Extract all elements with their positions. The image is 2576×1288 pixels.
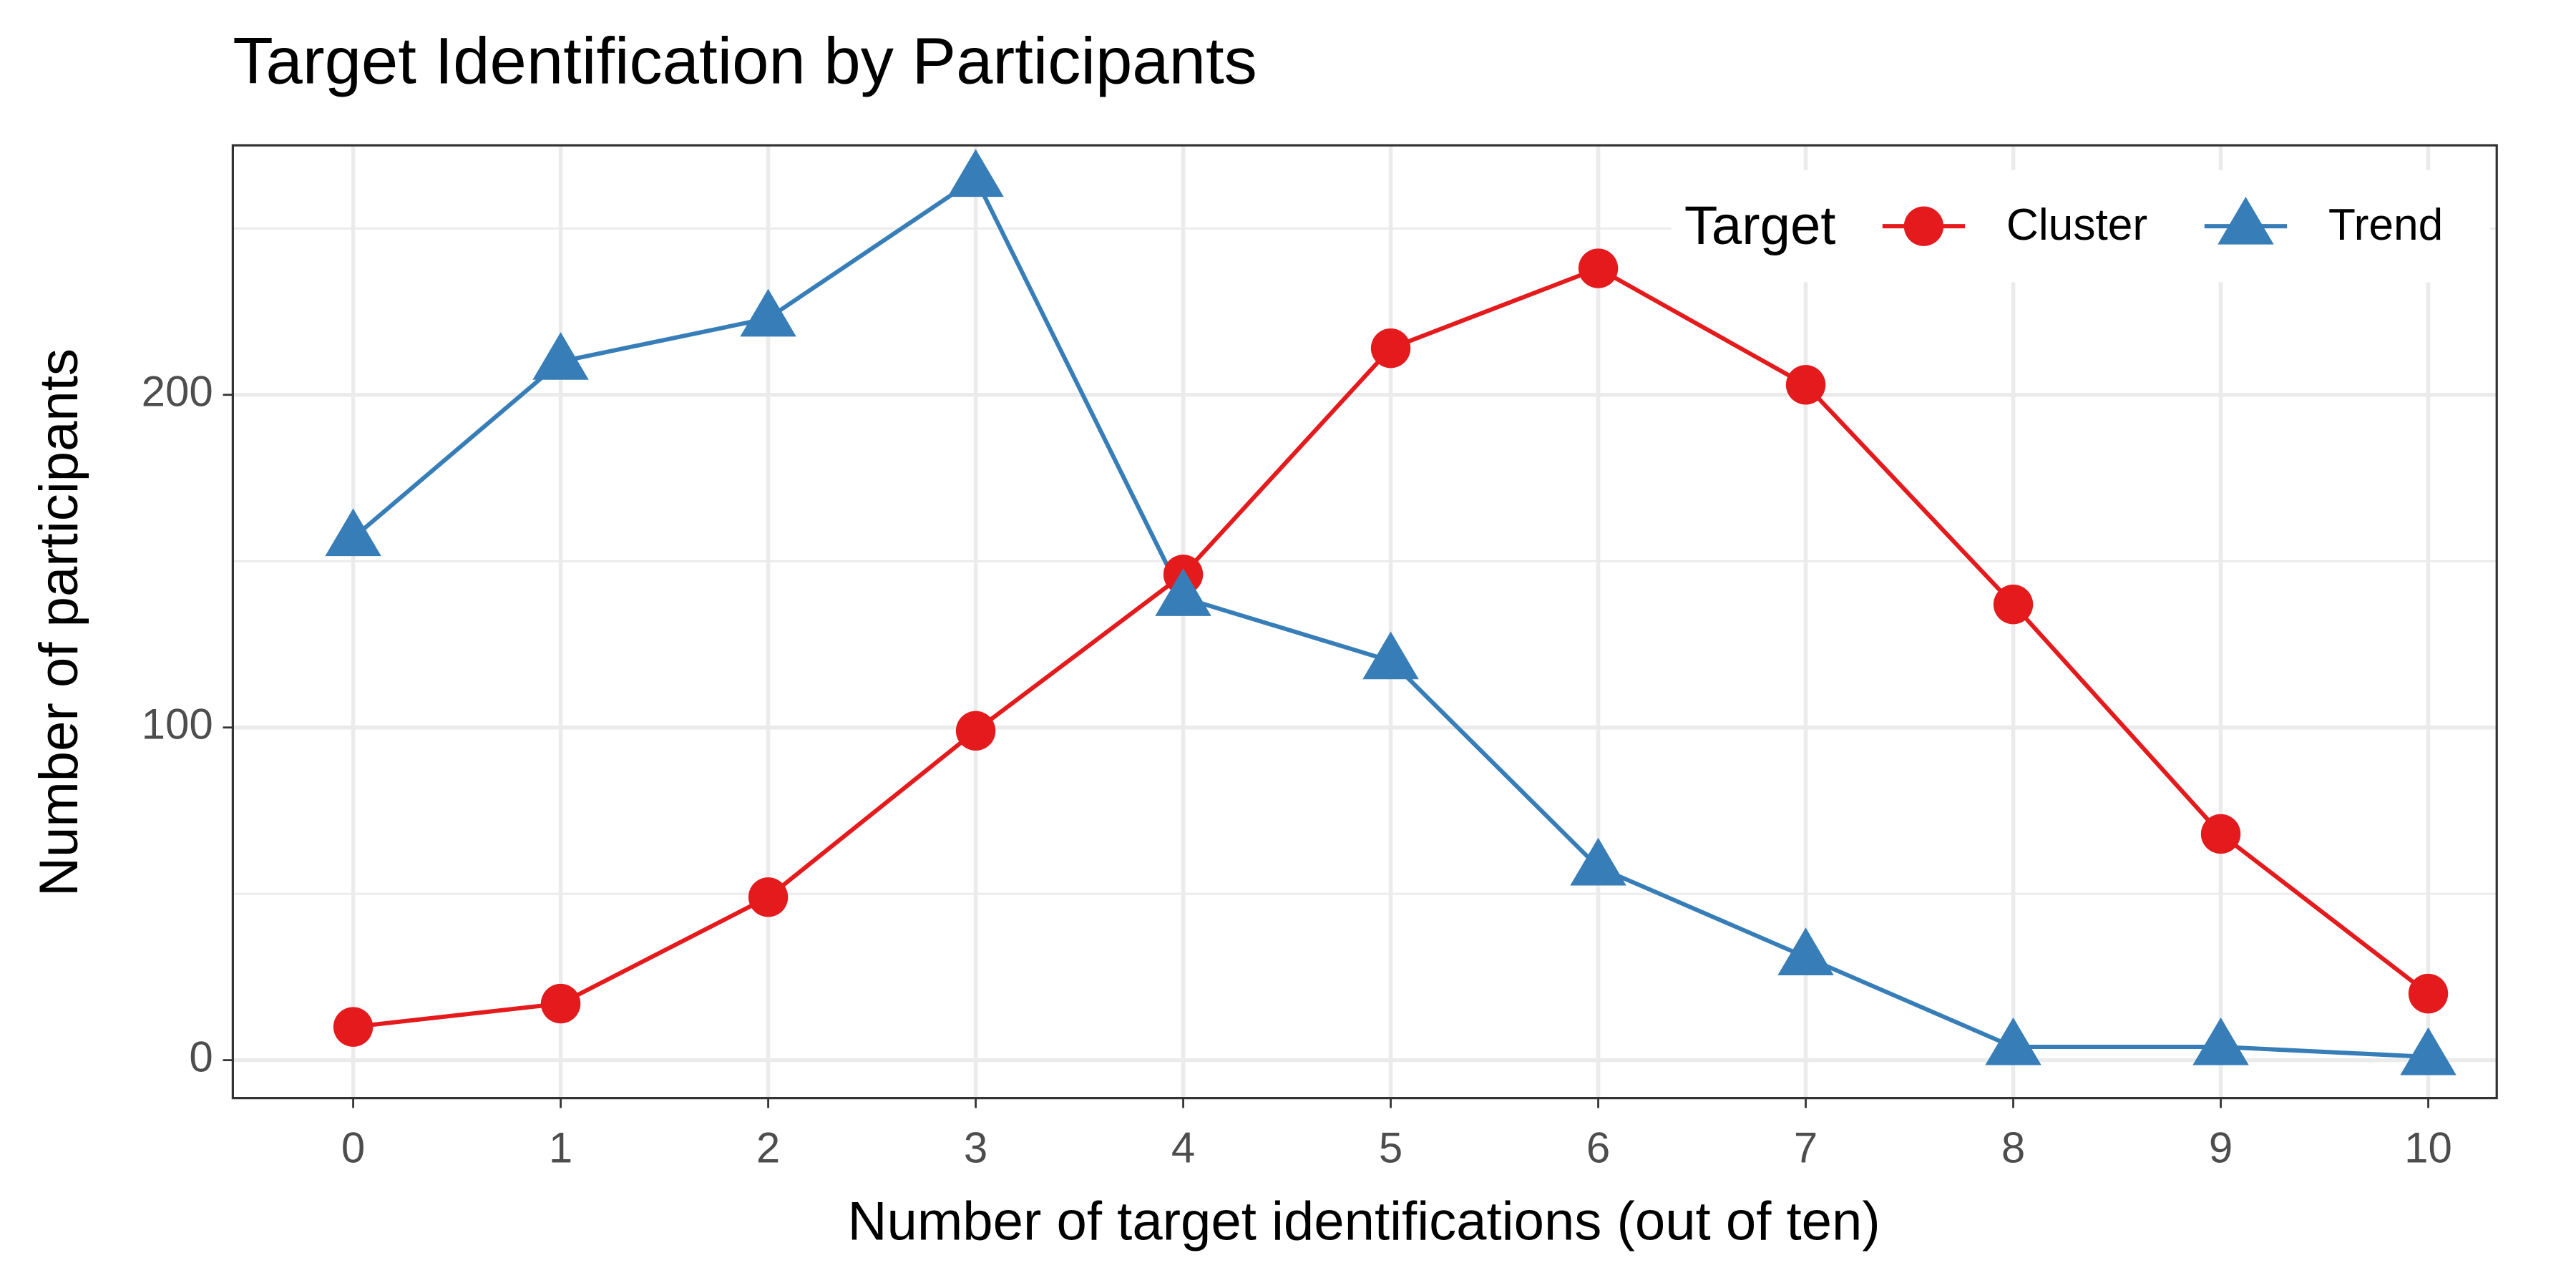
data-point <box>740 288 796 337</box>
data-point <box>947 149 1004 197</box>
legend-background <box>1671 170 2490 283</box>
x-axis-label: Number of target identifications (out of… <box>848 1191 1880 1252</box>
x-tick-label: 9 <box>2209 1123 2233 1171</box>
data-point <box>1993 584 2034 625</box>
data-point <box>1777 927 1834 975</box>
legend-label: Cluster <box>2006 200 2147 250</box>
data-point <box>1370 328 1411 369</box>
data-point <box>2192 1017 2249 1065</box>
y-tick-label: 200 <box>142 368 213 416</box>
chart-title: Target Identification by Participants <box>233 24 1257 98</box>
data-point <box>1578 248 1619 288</box>
x-tick-label: 7 <box>1794 1123 1818 1171</box>
x-tick-label: 3 <box>964 1123 987 1171</box>
y-tick-label: 0 <box>189 1033 213 1080</box>
data-point <box>532 332 589 380</box>
data-point <box>333 1007 374 1047</box>
x-tick-label: 0 <box>341 1123 365 1171</box>
data-point <box>325 508 381 557</box>
data-point <box>2400 1027 2457 1075</box>
legend-marker <box>1903 206 1944 246</box>
y-axis-label: Number of participants <box>29 348 89 897</box>
x-tick-label: 10 <box>2404 1123 2452 1171</box>
x-tick-label: 2 <box>756 1123 780 1171</box>
x-tick-label: 6 <box>1586 1123 1610 1171</box>
data-point <box>1362 631 1419 680</box>
data-point <box>1785 365 1826 405</box>
data-point <box>1985 1017 2041 1065</box>
data-point <box>1570 837 1626 886</box>
data-point <box>1155 568 1211 616</box>
data-point <box>955 711 996 751</box>
x-tick-label: 8 <box>2001 1123 2025 1171</box>
y-tick-label: 100 <box>142 701 213 748</box>
x-tick-label: 4 <box>1171 1123 1195 1171</box>
legend-marker <box>2218 196 2274 245</box>
plot-border <box>231 144 2498 1100</box>
data-point <box>2200 814 2241 854</box>
x-tick-label: 5 <box>1379 1123 1402 1171</box>
data-point <box>540 983 581 1024</box>
x-tick-label: 1 <box>549 1123 572 1171</box>
legend: Target Cluster Trend <box>1671 170 2490 283</box>
legend-label: Trend <box>2328 200 2443 250</box>
data-point <box>748 877 789 917</box>
legend-title: Target <box>1684 195 1836 256</box>
data-point <box>2408 973 2449 1014</box>
